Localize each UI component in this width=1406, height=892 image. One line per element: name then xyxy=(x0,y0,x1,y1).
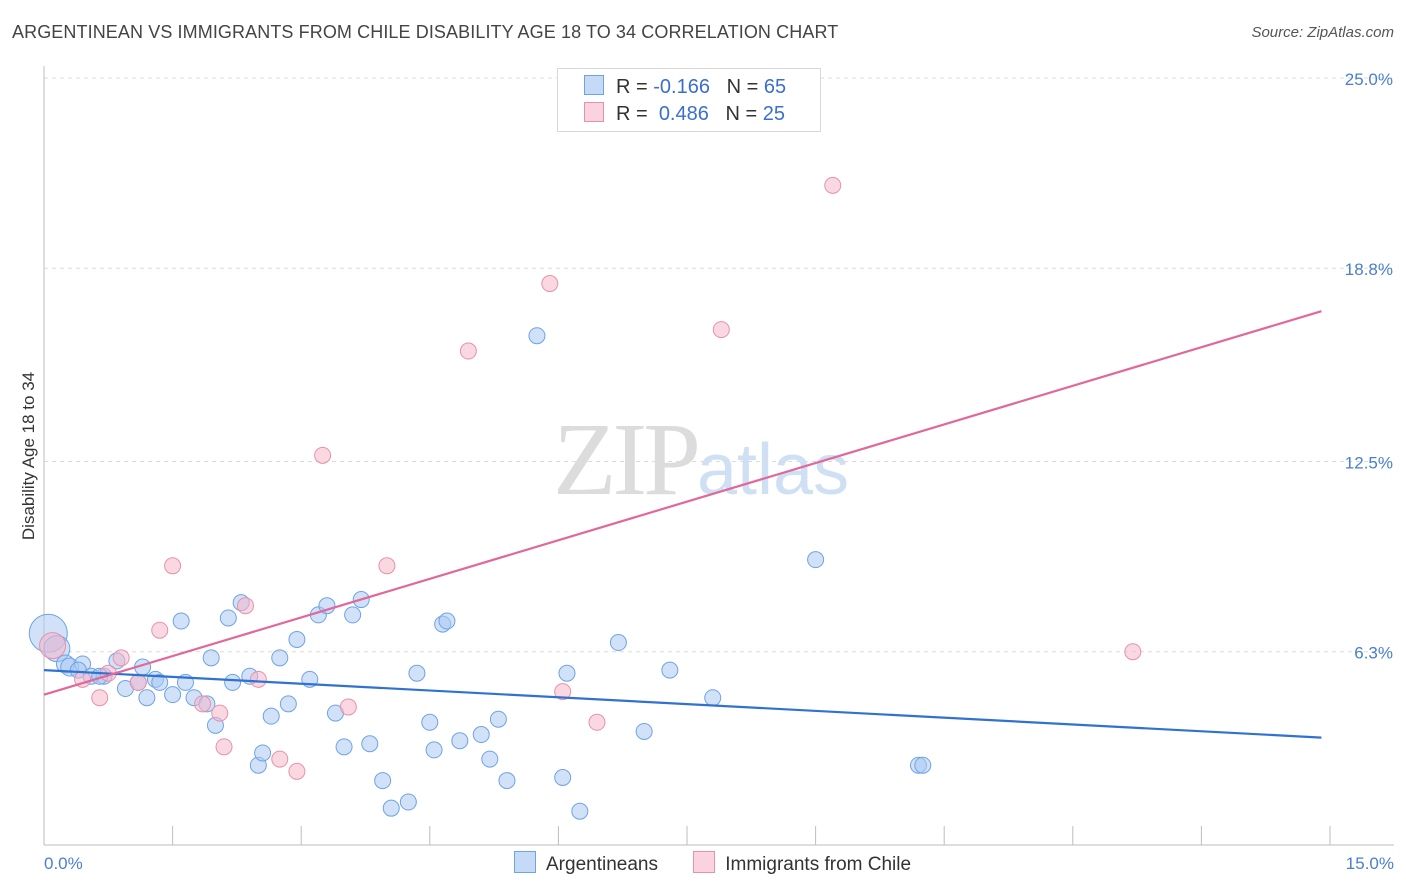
argentinean-point xyxy=(224,673,242,691)
watermark-atlas: atlas xyxy=(697,430,850,510)
chile-point xyxy=(151,621,169,639)
chile-point xyxy=(215,738,233,756)
legend-r-label: R = xyxy=(616,76,654,98)
chile-point xyxy=(112,649,130,667)
chile-point xyxy=(1124,643,1142,661)
chart-title: ARGENTINEAN VS IMMIGRANTS FROM CHILE DIS… xyxy=(12,22,839,42)
argentinean-point xyxy=(271,649,289,667)
chile-point xyxy=(236,597,254,615)
chile-point xyxy=(314,446,332,464)
argentinean-point xyxy=(254,744,272,762)
argentinean-point xyxy=(421,713,439,731)
argentinean-point xyxy=(408,664,426,682)
argentinean-point xyxy=(635,722,653,740)
argentinean-point xyxy=(361,735,379,753)
legend-swatch-pink xyxy=(693,851,716,873)
argentinean-point xyxy=(571,802,589,820)
argentinean-point xyxy=(288,630,306,648)
legend-r-label: R = xyxy=(616,103,654,125)
series-legend: Argentineans Immigrants from Chile xyxy=(514,851,941,876)
legend-n-value: 65 xyxy=(763,76,787,98)
argentinean-point xyxy=(279,695,297,713)
chile-point xyxy=(164,557,182,575)
argentinean-point xyxy=(202,649,220,667)
argentinean-point xyxy=(489,710,507,728)
y-tick-label: 18.8% xyxy=(1345,260,1393,279)
legend-n-label: N = xyxy=(726,76,764,98)
argentinean-point xyxy=(481,750,499,768)
legend-label: Argentineans xyxy=(546,854,658,875)
legend-label: Immigrants from Chile xyxy=(725,854,912,875)
argentinean-point xyxy=(807,551,825,569)
chile-point xyxy=(588,713,606,731)
argentinean-point xyxy=(138,689,156,707)
chile-point xyxy=(541,275,559,293)
legend-r-value: 0.486 xyxy=(658,103,709,125)
argentinean-point xyxy=(151,673,169,691)
x-tick-label: 0.0% xyxy=(44,854,83,873)
chile-point xyxy=(554,683,572,701)
chile-point xyxy=(378,557,396,575)
argentinean-point xyxy=(609,634,627,652)
argentinean-point xyxy=(451,732,469,750)
chile-trend-line xyxy=(43,310,1322,696)
argentinean-point xyxy=(262,707,280,725)
chile-point xyxy=(129,673,147,691)
chile-point xyxy=(211,704,229,722)
argentinean-point xyxy=(219,609,237,627)
argentinean-point xyxy=(558,664,576,682)
chile-point xyxy=(271,750,289,768)
argentinean-point xyxy=(914,756,932,774)
source-note: Source: ZipAtlas.com xyxy=(1251,24,1394,41)
chile-point xyxy=(194,695,212,713)
argentinean-point xyxy=(318,597,336,615)
argentinean-point xyxy=(425,741,443,759)
argentinean-point xyxy=(172,612,190,630)
y-tick-label: 6.3% xyxy=(1354,644,1393,663)
argentinean-point xyxy=(554,769,572,787)
legend-swatch-pink xyxy=(584,102,604,122)
legend-r-value: -0.166 xyxy=(653,76,710,98)
legend-n-value: 25 xyxy=(762,103,786,125)
correlation-legend: R = -0.166 N = 65 R = 0.486 N = 25 xyxy=(557,68,821,132)
chile-point xyxy=(39,632,67,660)
legend-swatch-blue xyxy=(584,75,604,95)
argentinean-point xyxy=(472,726,490,744)
argentinean-point xyxy=(344,606,362,624)
argentinean-trend-line xyxy=(43,669,1322,739)
argentinean-point xyxy=(438,612,456,630)
y-axis-title: Disability Age 18 to 34 xyxy=(19,372,38,540)
argentinean-point xyxy=(661,661,679,679)
chile-point xyxy=(249,670,267,688)
chile-point xyxy=(339,698,357,716)
watermark-zip: ZIP xyxy=(553,402,701,517)
y-tick-label: 12.5% xyxy=(1345,454,1393,473)
chile-point xyxy=(288,762,306,780)
watermark: ZIPatlas xyxy=(553,400,849,519)
chile-point xyxy=(712,321,730,339)
argentinean-point xyxy=(382,799,400,817)
legend-item-argentineans[interactable]: Argentineans xyxy=(514,851,658,876)
chile-point xyxy=(91,689,109,707)
legend-item-chile[interactable]: Immigrants from Chile xyxy=(693,851,911,876)
chile-point xyxy=(459,342,477,360)
y-tick-label: 25.0% xyxy=(1345,70,1393,89)
argentinean-point xyxy=(164,686,182,704)
argentinean-point xyxy=(704,689,722,707)
legend-row-chile: R = 0.486 N = 25 xyxy=(584,102,785,126)
argentinean-point xyxy=(399,793,417,811)
argentinean-point xyxy=(374,772,392,790)
argentinean-point xyxy=(335,738,353,756)
legend-row-argentineans: R = -0.166 N = 65 xyxy=(584,75,786,99)
chile-point xyxy=(824,176,842,194)
legend-n-label: N = xyxy=(725,103,763,125)
argentinean-point xyxy=(498,772,516,790)
legend-swatch-blue xyxy=(514,851,536,873)
x-tick-label: 15.0% xyxy=(1346,854,1394,873)
argentinean-point xyxy=(528,327,546,345)
